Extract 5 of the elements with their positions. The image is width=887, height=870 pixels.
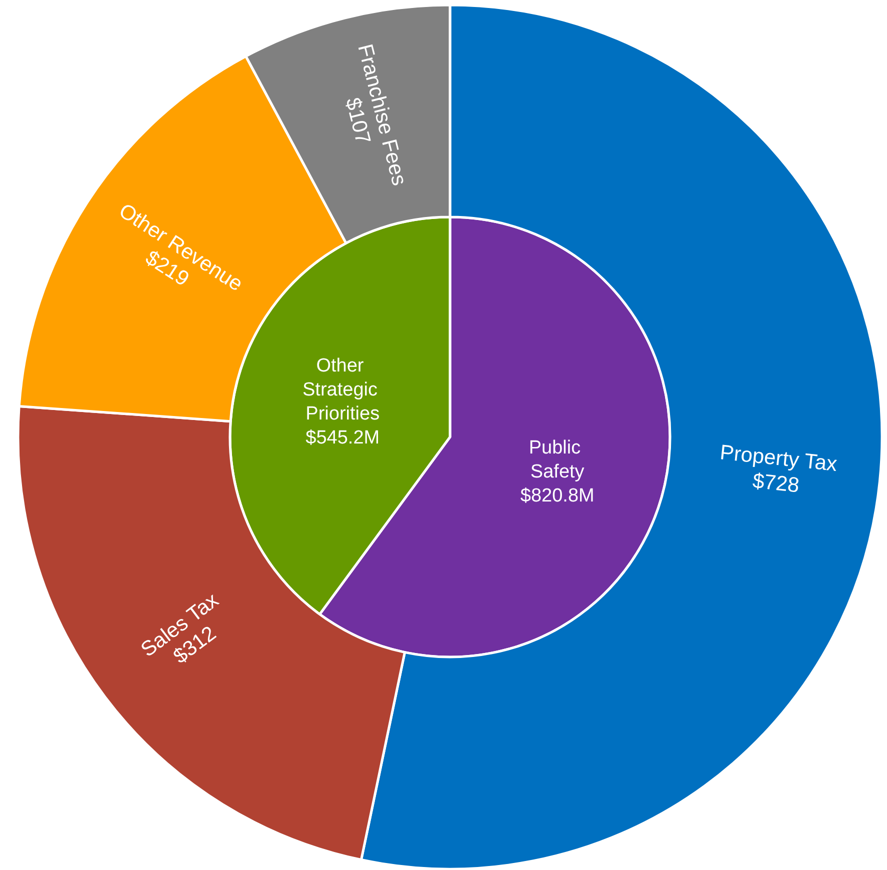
data-label: $820.8M bbox=[520, 486, 594, 507]
data-label: $728 bbox=[752, 470, 800, 498]
slice-label: Public Safety bbox=[528, 438, 586, 483]
slice-label: Other Strategic Priorities bbox=[302, 355, 383, 424]
data-label: $545.2M bbox=[306, 427, 380, 448]
